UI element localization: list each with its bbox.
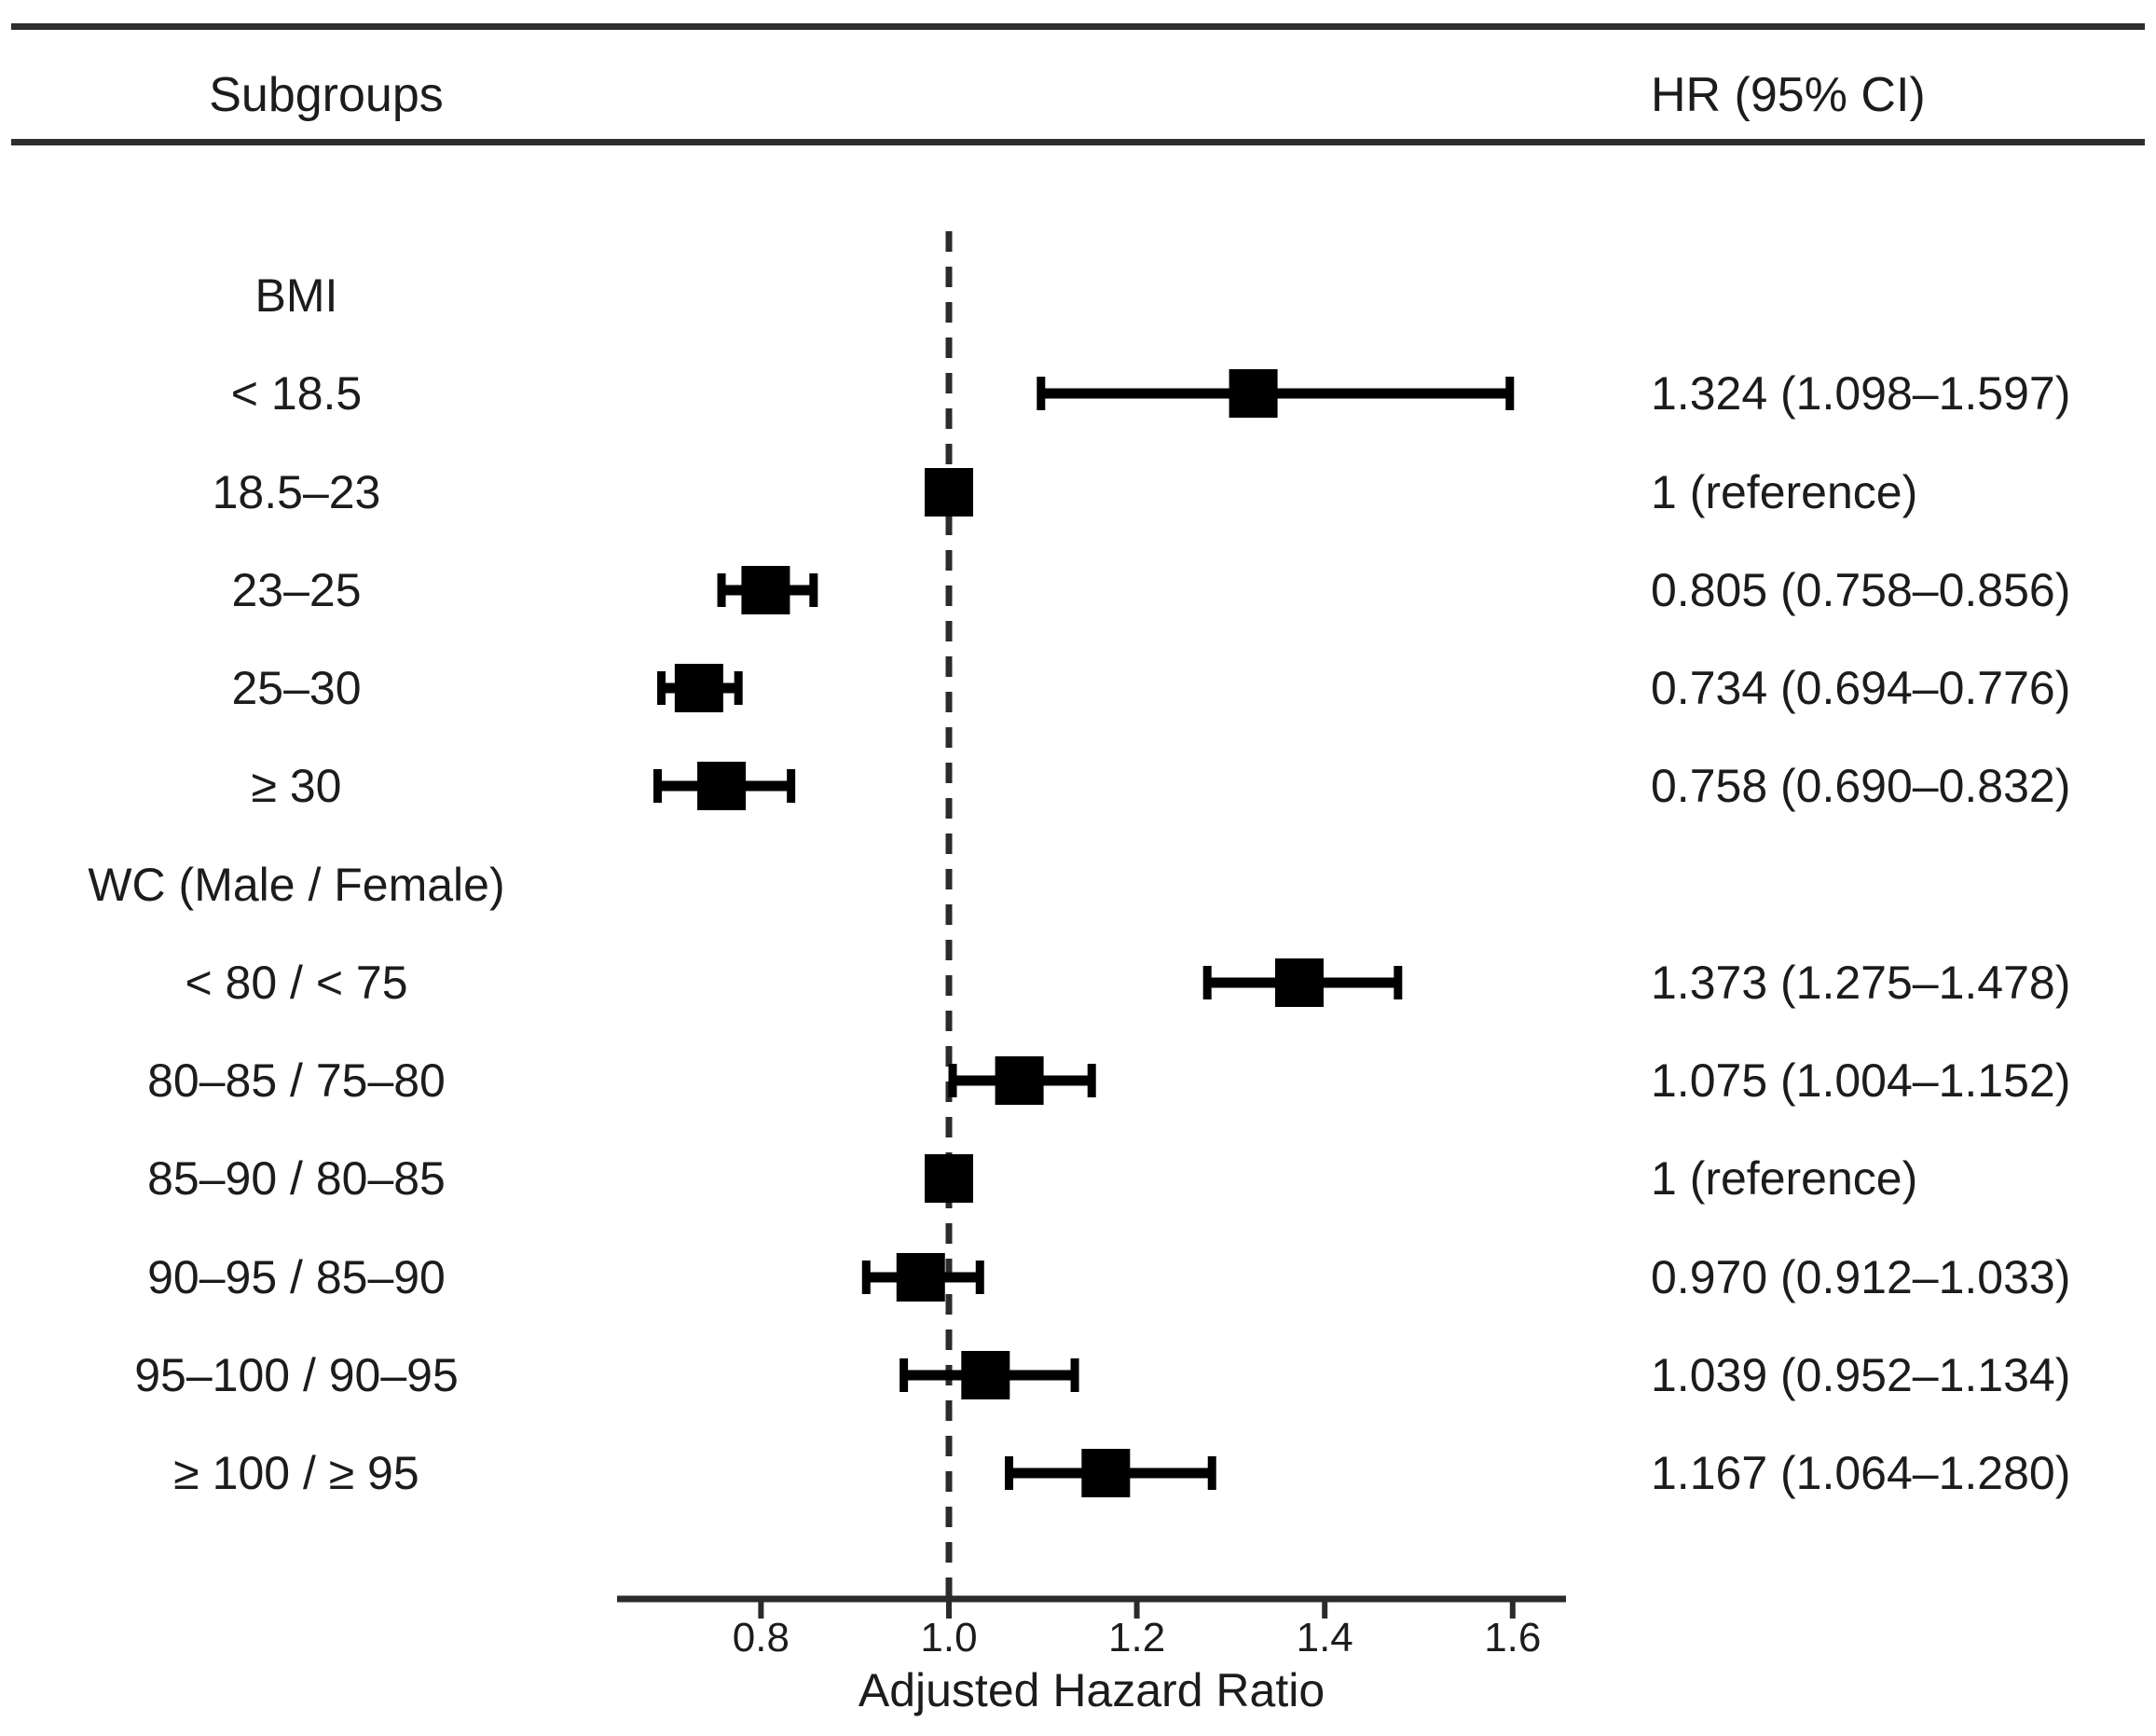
point-estimate-square [1274, 958, 1324, 1007]
subgroup-row-label: 18.5–23 [212, 466, 381, 518]
hr-ci-value: 1.075 (1.004–1.152) [1651, 1054, 2071, 1107]
group-header-label: BMI [254, 269, 338, 322]
ci-cap-left [861, 1261, 871, 1294]
subgroups-column-header: Subgroups [209, 68, 444, 122]
ci-cap-right [1505, 377, 1515, 410]
point-estimate-square [741, 566, 790, 614]
ci-cap-left [657, 671, 666, 705]
point-estimate-square [925, 468, 973, 517]
x-tick-label: 0.8 [732, 1615, 790, 1660]
ci-cap-left [717, 573, 726, 607]
subgroup-row-label: 85–90 / 80–85 [147, 1152, 446, 1205]
subgroup-row-label: 80–85 / 75–80 [147, 1054, 446, 1107]
x-tick-label: 1.6 [1484, 1615, 1542, 1660]
point-estimate-square [961, 1351, 1010, 1399]
hr-ci-column-header: HR (95% CI) [1651, 68, 1926, 122]
top-rule [11, 23, 2145, 30]
ci-cap-right [1207, 1456, 1216, 1490]
x-tick-label: 1.2 [1108, 1615, 1166, 1660]
ci-cap-right [1087, 1064, 1096, 1097]
hr-ci-value: 0.970 (0.912–1.033) [1651, 1251, 2071, 1303]
hr-ci-value: 1.373 (1.275–1.478) [1651, 957, 2071, 1009]
point-estimate-square [697, 762, 747, 810]
subgroup-row-label: ≥ 30 [251, 760, 342, 812]
ci-cap-right [1070, 1358, 1079, 1392]
point-estimate-square [925, 1154, 973, 1203]
hr-ci-value: 1.039 (0.952–1.134) [1651, 1349, 2071, 1401]
ci-cap-right [787, 769, 796, 803]
point-estimate-square [1081, 1449, 1131, 1497]
x-tick-label: 1.0 [920, 1615, 978, 1660]
point-estimate-square [995, 1056, 1044, 1105]
point-estimate-square [1229, 369, 1278, 418]
hr-ci-value: 0.758 (0.690–0.832) [1651, 760, 2071, 812]
x-tick-label: 1.4 [1296, 1615, 1353, 1660]
header-rule [11, 139, 2145, 145]
subgroup-row-label: 90–95 / 85–90 [147, 1251, 446, 1303]
hr-ci-value: 1.167 (1.064–1.280) [1651, 1447, 2071, 1499]
subgroup-row-label: 95–100 / 90–95 [134, 1349, 459, 1401]
ci-cap-right [975, 1261, 984, 1294]
subgroup-row-label: ≥ 100 / ≥ 95 [173, 1447, 419, 1499]
ci-cap-left [1202, 966, 1212, 999]
hr-ci-value: 1.324 (1.098–1.597) [1651, 367, 2071, 420]
subgroup-row-label: 25–30 [231, 662, 362, 714]
subgroup-row-label: < 80 / < 75 [185, 957, 408, 1009]
ci-cap-left [1037, 377, 1046, 410]
ci-cap-right [809, 573, 818, 607]
subgroup-row-label: < 18.5 [230, 367, 363, 420]
point-estimate-square [674, 664, 723, 712]
hr-ci-value: 0.805 (0.758–0.856) [1651, 564, 2071, 616]
ci-cap-right [1394, 966, 1403, 999]
point-estimate-square [896, 1253, 945, 1302]
ci-cap-left [899, 1358, 909, 1392]
ci-cap-left [948, 1064, 957, 1097]
x-axis-title: Adjusted Hazard Ratio [858, 1664, 1325, 1716]
group-header-label: WC (Male / Female) [88, 859, 505, 911]
subgroup-row-label: 23–25 [231, 564, 362, 616]
ci-cap-left [653, 769, 663, 803]
ci-cap-right [734, 671, 743, 705]
ci-cap-left [1005, 1456, 1014, 1490]
hr-ci-value: 1 (reference) [1651, 1152, 1918, 1205]
hr-ci-value: 0.734 (0.694–0.776) [1651, 662, 2071, 714]
hr-ci-value: 1 (reference) [1651, 466, 1918, 518]
